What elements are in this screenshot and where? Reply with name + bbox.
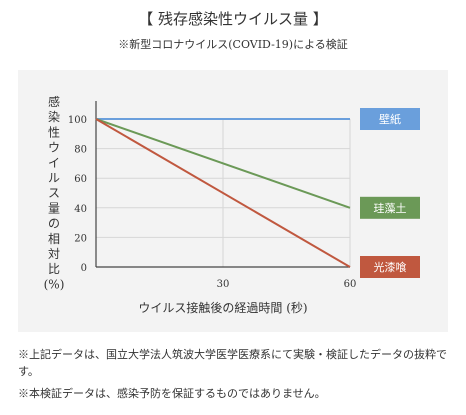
y-axis-label-char: の [48,217,60,231]
y-tick-label: 100 [68,115,87,126]
legend-label-1: 珪藻土 [374,201,407,215]
note-source: ※上記データは、国立大学法人筑波大学医学医療系にて実験・検証したデータの抜粋です… [18,348,447,378]
x-tick-label: 30 [217,279,230,290]
y-axis-label-char: 対 [48,247,60,261]
y-axis-label-char: (%) [44,277,65,291]
chart-title: 【 残存感染性ウイルス量 】 [138,10,328,28]
legend-box-2 [360,256,420,278]
y-axis-label-char: 比 [48,262,60,276]
y-axis-label-char: ス [48,186,60,200]
legend-label-2: 光漆喰 [374,260,407,274]
x-tick-label: 60 [344,279,357,290]
y-axis-label-char: 相 [48,232,60,246]
y-axis-label-char: 感 [48,94,60,109]
y-tick-label: 40 [74,204,87,215]
y-tick-label: 0 [81,263,87,274]
legend-label-0: 壁紙 [379,112,401,126]
legend-box-0 [360,108,420,130]
y-axis-label-char: イ [48,156,60,170]
y-axis-label-char: ウ [48,141,60,155]
series-line-2 [95,118,351,268]
chart-subtitle: ※新型コロナウイルス(COVID-19)による検証 [118,38,348,51]
y-tick-label: 80 [74,145,87,156]
y-axis-label-char: 染 [48,109,60,124]
y-tick-label: 60 [74,174,87,185]
legend-box-1 [360,196,420,219]
y-axis-label-char: 量 [48,201,60,215]
y-tick-label: 20 [74,233,87,244]
note-disclaimer: ※本検証データは、感染予防を保証するものではありません。 [18,387,326,400]
x-axis-label: ウイルス接触後の経過時間 (秒) [138,300,307,315]
y-axis-label-char: ル [48,171,60,185]
series-line-1 [95,118,351,209]
y-axis-label-char: 性 [48,125,60,139]
